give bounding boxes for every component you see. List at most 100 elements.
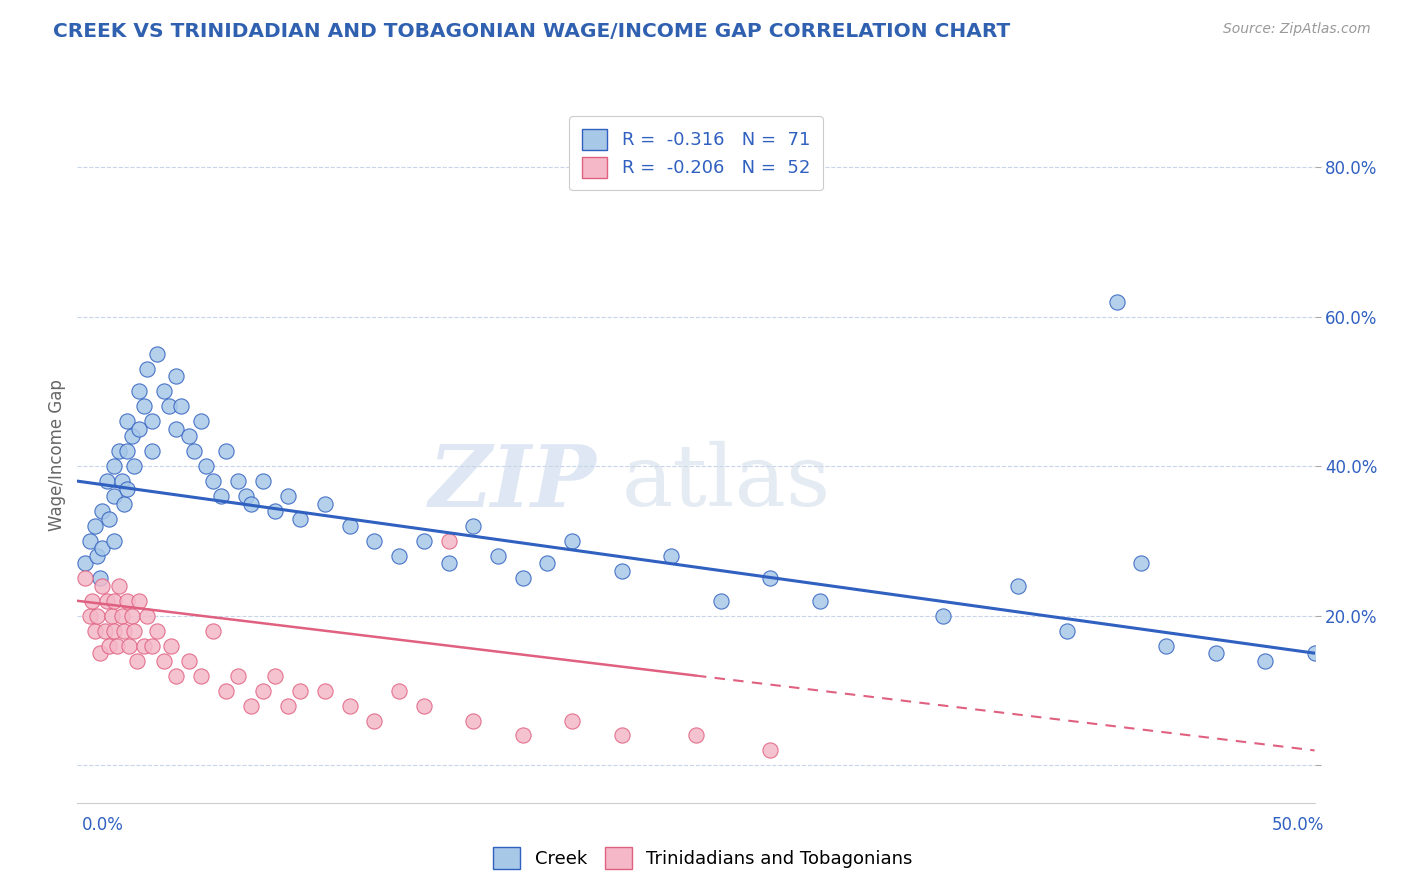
Point — [463, 714, 485, 728]
Point — [89, 571, 111, 585]
Point — [1056, 624, 1078, 638]
Point — [93, 624, 115, 638]
Point — [165, 668, 187, 682]
Point — [111, 608, 134, 623]
Point — [437, 533, 460, 548]
Point — [170, 399, 193, 413]
Point — [412, 533, 434, 548]
Point — [536, 557, 558, 571]
Point — [288, 683, 311, 698]
Point — [239, 698, 262, 713]
Point — [121, 429, 143, 443]
Point — [239, 497, 262, 511]
Point — [115, 414, 138, 428]
Point — [1154, 639, 1177, 653]
Point — [157, 399, 180, 413]
Point — [145, 624, 167, 638]
Point — [252, 683, 274, 698]
Point — [363, 533, 385, 548]
Point — [177, 654, 200, 668]
Point — [264, 668, 287, 682]
Point — [1007, 579, 1029, 593]
Point — [98, 639, 121, 653]
Point — [412, 698, 434, 713]
Point — [101, 608, 124, 623]
Point — [314, 683, 336, 698]
Point — [145, 347, 167, 361]
Point — [103, 459, 125, 474]
Point — [105, 639, 128, 653]
Point — [195, 459, 218, 474]
Point — [209, 489, 232, 503]
Point — [1303, 646, 1326, 660]
Point — [115, 594, 138, 608]
Point — [108, 579, 131, 593]
Point — [83, 624, 105, 638]
Point — [128, 594, 150, 608]
Point — [235, 489, 257, 503]
Point — [610, 564, 633, 578]
Point — [610, 729, 633, 743]
Point — [264, 504, 287, 518]
Point — [226, 474, 249, 488]
Point — [388, 683, 411, 698]
Point — [103, 489, 125, 503]
Point — [82, 594, 104, 608]
Point — [1105, 294, 1128, 309]
Point — [215, 683, 238, 698]
Point — [659, 549, 682, 563]
Point — [183, 444, 205, 458]
Point — [141, 639, 163, 653]
Point — [103, 533, 125, 548]
Point — [463, 519, 485, 533]
Point — [685, 729, 707, 743]
Point — [111, 474, 134, 488]
Point — [288, 511, 311, 525]
Point — [86, 608, 108, 623]
Point — [277, 698, 299, 713]
Point — [314, 497, 336, 511]
Point — [112, 624, 135, 638]
Point — [1205, 646, 1227, 660]
Point — [339, 519, 361, 533]
Point — [141, 444, 163, 458]
Point — [83, 519, 105, 533]
Point — [252, 474, 274, 488]
Point — [165, 369, 187, 384]
Point — [486, 549, 509, 563]
Point — [115, 444, 138, 458]
Point — [437, 557, 460, 571]
Point — [79, 533, 101, 548]
Point — [73, 571, 96, 585]
Point — [128, 384, 150, 399]
Text: 50.0%: 50.0% — [1272, 816, 1324, 834]
Point — [108, 444, 131, 458]
Point — [190, 668, 212, 682]
Point — [89, 646, 111, 660]
Point — [512, 729, 534, 743]
Point — [79, 608, 101, 623]
Point — [86, 549, 108, 563]
Point — [135, 362, 157, 376]
Text: 0.0%: 0.0% — [82, 816, 124, 834]
Point — [759, 571, 782, 585]
Point — [363, 714, 385, 728]
Point — [96, 594, 118, 608]
Point — [91, 504, 114, 518]
Point — [165, 422, 187, 436]
Point — [122, 459, 145, 474]
Point — [561, 714, 583, 728]
Point — [73, 557, 96, 571]
Point — [339, 698, 361, 713]
Point — [160, 639, 183, 653]
Y-axis label: Wage/Income Gap: Wage/Income Gap — [48, 379, 66, 531]
Point — [134, 399, 156, 413]
Point — [112, 497, 135, 511]
Text: ZIP: ZIP — [429, 441, 598, 524]
Point — [226, 668, 249, 682]
Point — [177, 429, 200, 443]
Point — [759, 743, 782, 757]
Point — [135, 608, 157, 623]
Point — [190, 414, 212, 428]
Point — [512, 571, 534, 585]
